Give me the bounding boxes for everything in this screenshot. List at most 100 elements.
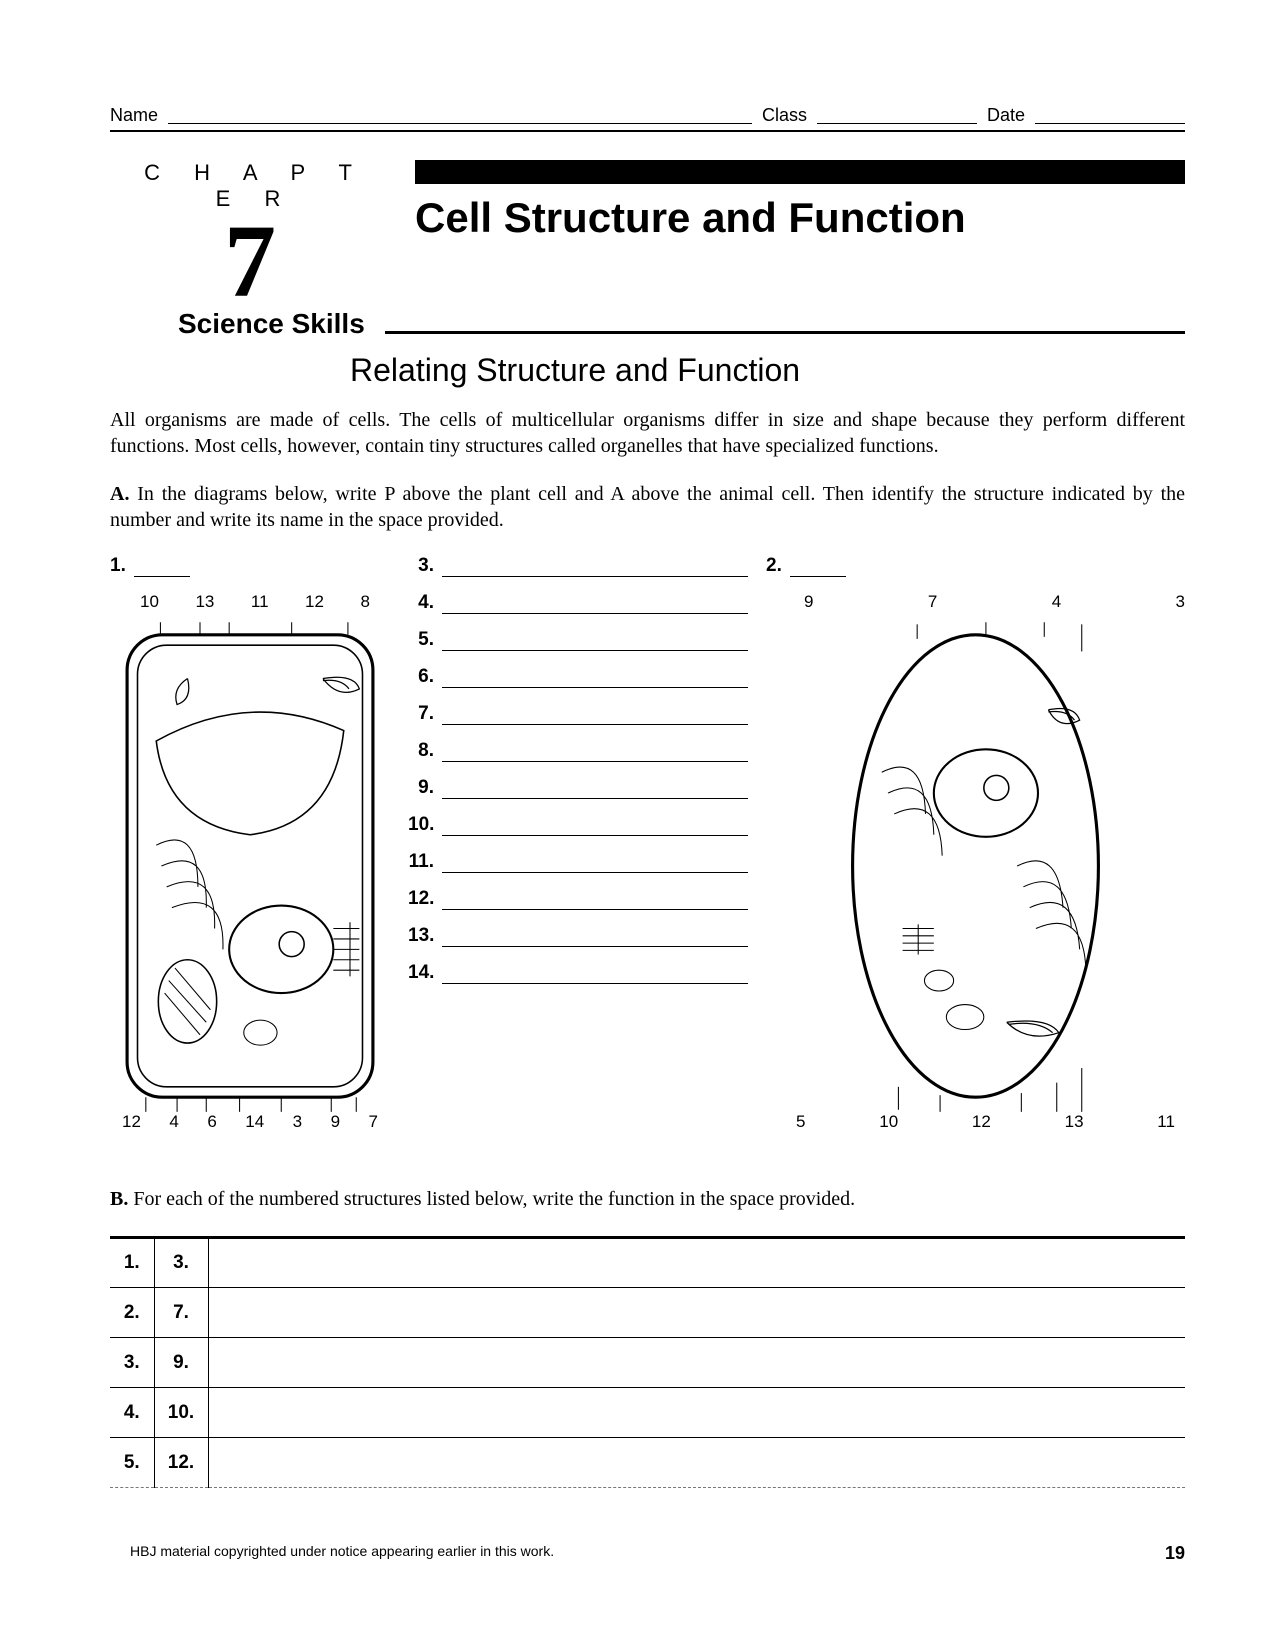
q10-num: 10. [408,814,434,836]
tb-5-left: 5. [110,1438,154,1488]
q3-blank[interactable] [442,559,748,577]
tb-3-blank[interactable] [208,1338,1185,1388]
tb-2-blank[interactable] [208,1288,1185,1338]
copyright-text: HBJ material copyrighted under notice ap… [130,1543,554,1564]
part-b-text: For each of the numbered structures list… [128,1188,855,1210]
part-a-text: In the diagrams below, write P above the… [110,483,1185,531]
q3-row: 3. [408,555,748,577]
pt-12: 12 [305,592,324,612]
date-blank[interactable] [1035,106,1185,124]
section-b: B. For each of the numbered structures l… [110,1186,1185,1488]
pt-8: 8 [360,592,369,612]
q11-row: 11. [408,851,748,873]
animal-cell-diagram [766,616,1185,1116]
date-label: Date [987,105,1025,126]
tb-3-mid: 9. [154,1338,208,1388]
tb-1-mid: 3. [154,1238,208,1288]
table-row: 3. 9. [110,1338,1185,1388]
plant-cell-icon [110,616,390,1116]
q1-blank[interactable] [134,559,190,577]
q9-blank[interactable] [442,781,748,799]
table-row: 1. 3. [110,1238,1185,1288]
q2-blank[interactable] [790,559,846,577]
part-a-instructions: A. In the diagrams below, write P above … [110,481,1185,533]
plant-cell-diagram [110,616,390,1116]
q7-row: 7. [408,703,748,725]
tb-3-left: 3. [110,1338,154,1388]
science-skills-row: Science Skills [110,308,1185,340]
q13-blank[interactable] [442,929,748,947]
q5-num: 5. [408,629,434,651]
name-blank[interactable] [168,106,752,124]
q12-row: 12. [408,888,748,910]
header-rule [110,130,1185,132]
q7-blank[interactable] [442,707,748,725]
plant-top-labels: 10 13 11 12 8 [110,592,390,612]
q6-row: 6. [408,666,748,688]
q2-row: 2. [766,555,1185,577]
q6-num: 6. [408,666,434,688]
tb-1-left: 1. [110,1238,154,1288]
tb-4-left: 4. [110,1388,154,1438]
function-table: 1. 3. 2. 7. 3. 9. 4. 10. 5. 12. [110,1236,1185,1488]
q10-row: 10. [408,814,748,836]
tb-4-mid: 10. [154,1388,208,1438]
table-row: 2. 7. [110,1288,1185,1338]
diagrams-row: 1. 10 13 11 12 8 [110,555,1185,1132]
tb-1-blank[interactable] [208,1238,1185,1288]
section-title: Relating Structure and Function [350,352,1185,389]
q13-row: 13. [408,925,748,947]
plant-cell-column: 1. 10 13 11 12 8 [110,555,390,1132]
q8-blank[interactable] [442,744,748,762]
science-skills: Science Skills [178,308,365,340]
animal-cell-column: 2. 9 7 4 3 [766,555,1185,1132]
header-fields: Name Class Date [110,105,1185,126]
q13-num: 13. [408,925,434,947]
footer: HBJ material copyrighted under notice ap… [130,1543,1185,1564]
q8-row: 8. [408,740,748,762]
table-row: 4. 10. [110,1388,1185,1438]
q9-row: 9. [408,777,748,799]
class-blank[interactable] [817,106,977,124]
class-label: Class [762,105,807,126]
tb-2-left: 2. [110,1288,154,1338]
unit-title: Cell Structure and Function [415,194,1185,242]
q11-num: 11. [408,851,434,873]
q8-num: 8. [408,740,434,762]
title-bar [415,160,1185,184]
q11-blank[interactable] [442,855,748,873]
q14-blank[interactable] [442,966,748,984]
page-number: 19 [1165,1543,1185,1564]
q4-blank[interactable] [442,596,748,614]
name-label: Name [110,105,158,126]
answer-lines-column: 3. 4. 5. 6. 7. 8. 9. 10. 11. 12. 13. 14. [408,555,748,1132]
chapter-block: C H A P T E R 7 Cell Structure and Funct… [110,160,1185,314]
q10-blank[interactable] [442,818,748,836]
skills-rule [385,331,1185,334]
part-a-label: A. [110,483,129,505]
tb-2-mid: 7. [154,1288,208,1338]
at-3: 3 [1176,592,1185,612]
chapter-number: 7 [110,210,390,314]
q5-blank[interactable] [442,633,748,651]
q3-num: 3. [408,555,434,577]
at-4: 4 [1052,592,1061,612]
q14-row: 14. [408,962,748,984]
tb-5-blank[interactable] [208,1438,1185,1488]
tb-5-mid: 12. [154,1438,208,1488]
animal-cell-icon [766,616,1185,1116]
at-9: 9 [804,592,813,612]
q1-row: 1. [110,555,390,577]
q1-num: 1. [110,555,126,577]
q12-num: 12. [408,888,434,910]
q6-blank[interactable] [442,670,748,688]
q4-row: 4. [408,592,748,614]
pt-13: 13 [195,592,214,612]
animal-top-labels: 9 7 4 3 [766,592,1185,612]
intro-paragraph: All organisms are made of cells. The cel… [110,407,1185,459]
q12-blank[interactable] [442,892,748,910]
pt-11: 11 [251,592,269,612]
q4-num: 4. [408,592,434,614]
tb-4-blank[interactable] [208,1388,1185,1438]
q9-num: 9. [408,777,434,799]
